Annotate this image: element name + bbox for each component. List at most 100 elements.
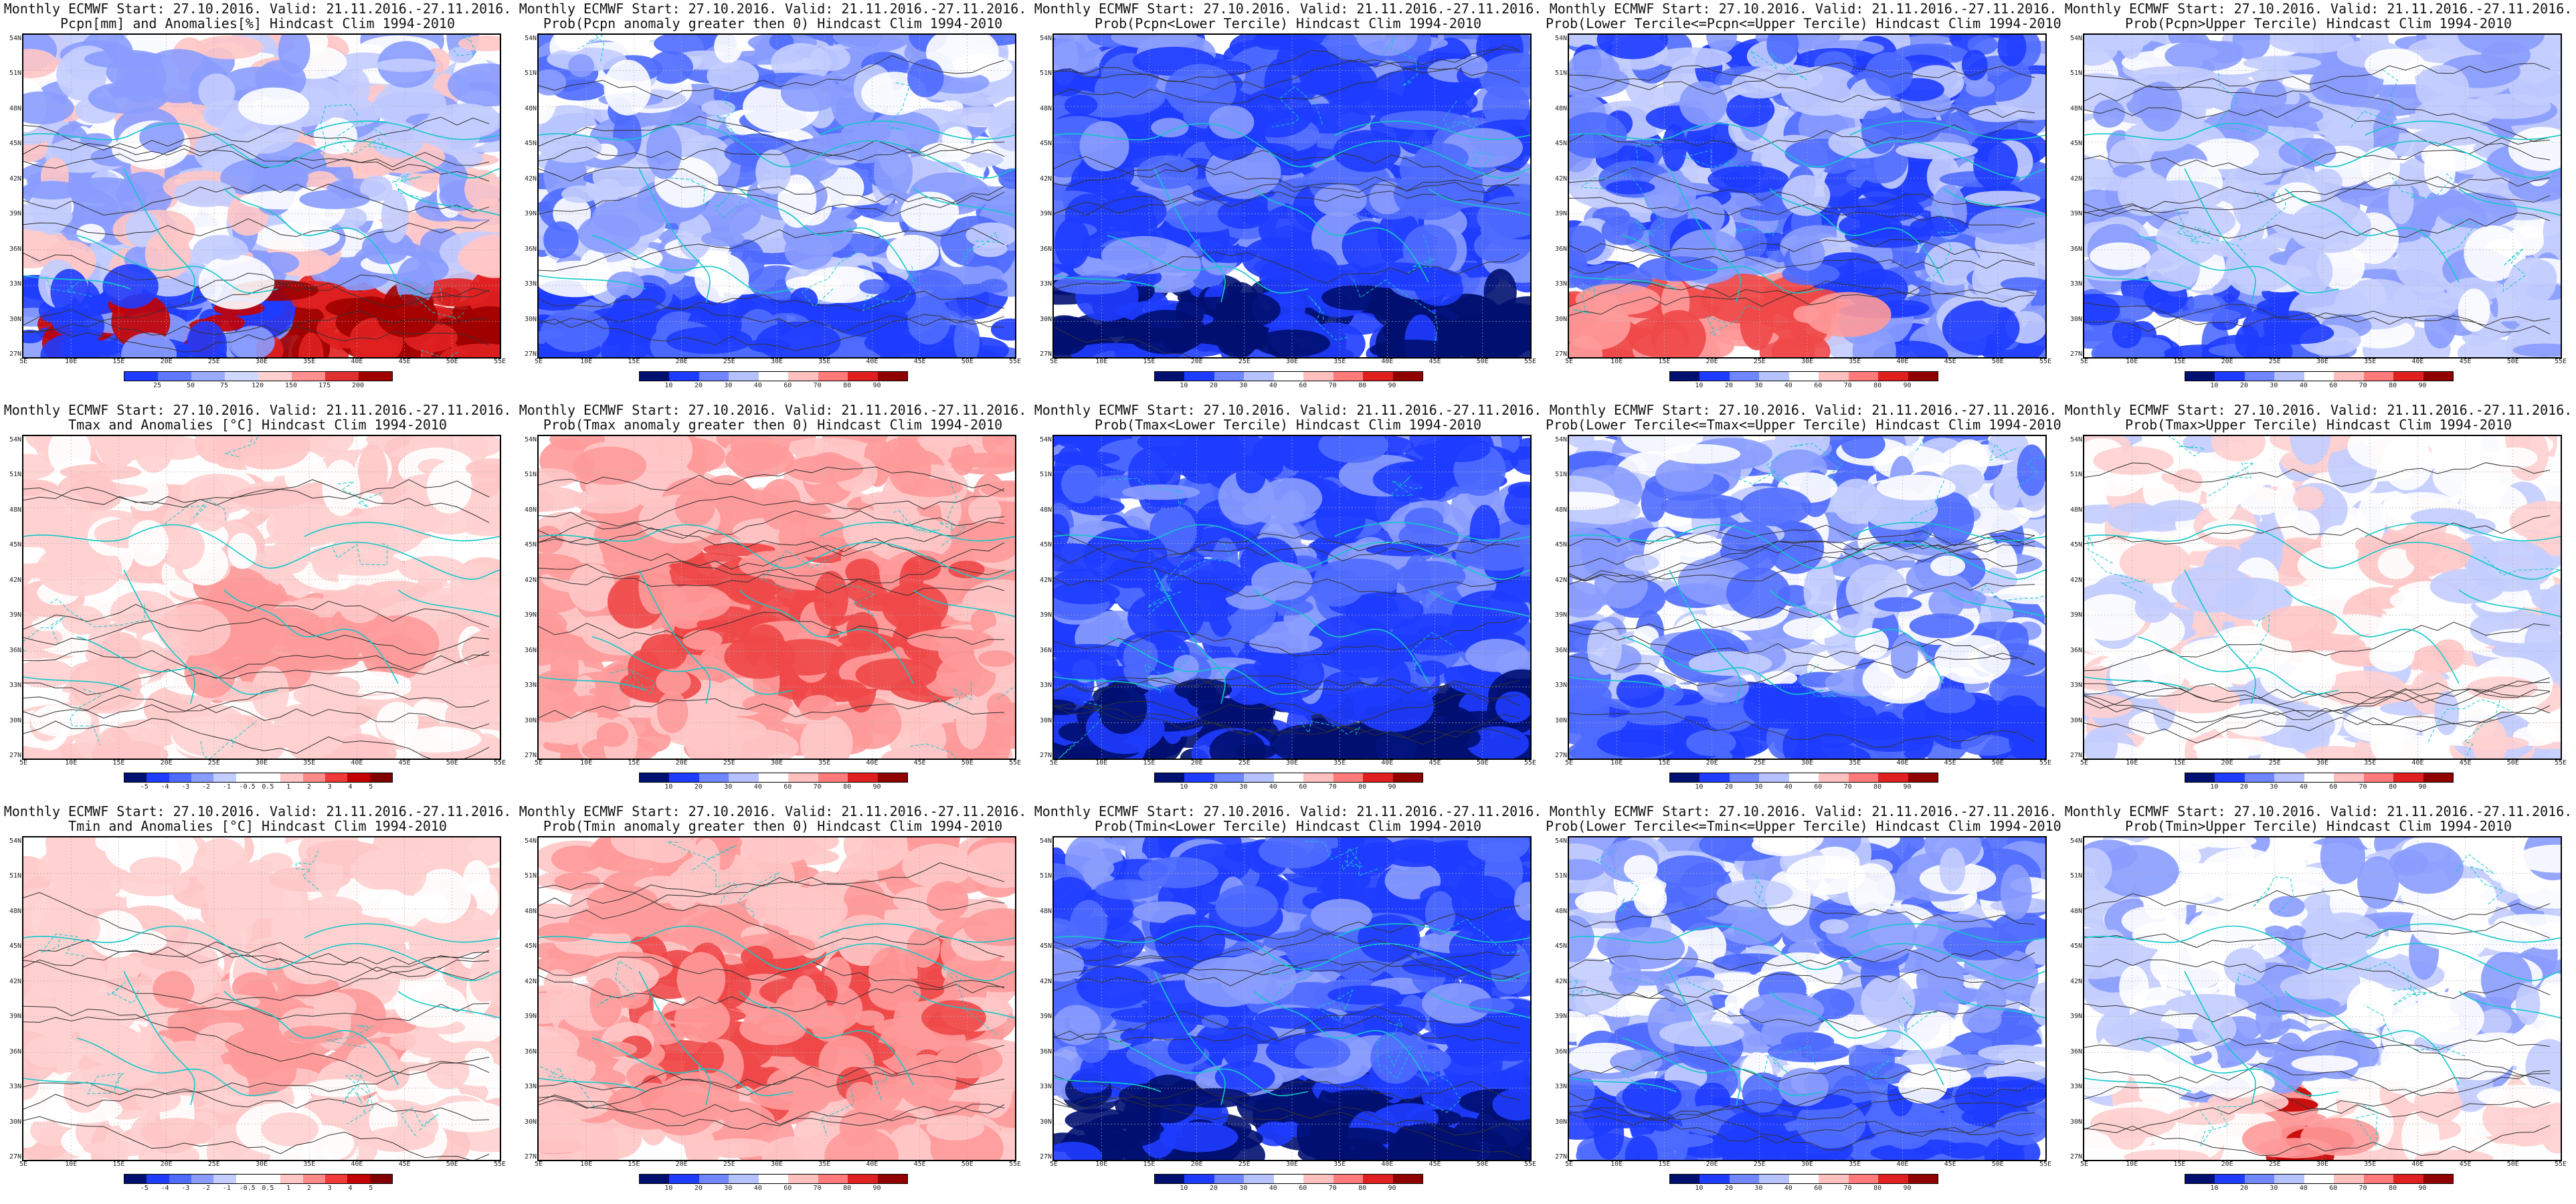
map-panel: Monthly ECMWF Start: 27.10.2016. Valid: … xyxy=(2061,803,2576,1204)
lon-tick-label: 40E xyxy=(2411,358,2424,365)
lon-tick-label: 45E xyxy=(1944,759,1956,767)
lon-tick-label: 35E xyxy=(2364,358,2377,365)
colorbar-tick-label: 60 xyxy=(1814,783,1823,791)
colorbar-segment xyxy=(2244,372,2275,381)
lon-tick-label: 40E xyxy=(2411,759,2424,767)
lat-tick-label: 45N xyxy=(1039,140,1052,148)
colorbar-segment xyxy=(877,1175,907,1183)
colorbar-tick-label: -4 xyxy=(161,1185,169,1192)
lat-tick-label: 33N xyxy=(1554,280,1567,288)
map-panel: Monthly ECMWF Start: 27.10.2016. Valid: … xyxy=(515,0,1030,401)
lon-tick-label: 35E xyxy=(1849,759,1861,767)
map-frame xyxy=(1052,435,1532,760)
colorbar-tick-label: 30 xyxy=(724,783,733,791)
lat-tick-label: 33N xyxy=(9,280,21,288)
colorbar-tick-label: 30 xyxy=(1754,1185,1763,1192)
colorbar-tick-label: 70 xyxy=(813,382,822,389)
colorbar-tick-label: 40 xyxy=(1784,1185,1792,1192)
colorbar-tick-label: 20 xyxy=(694,1185,703,1192)
lat-tick-label: 33N xyxy=(1039,280,1052,288)
lon-tick-label: 35E xyxy=(818,1161,831,1168)
lat-tick-label: 27N xyxy=(524,1153,537,1161)
colorbar-segment xyxy=(1392,1175,1422,1183)
panel-title: Prob(Tmin>Upper Tercile) Hindcast Clim 1… xyxy=(2125,818,2512,834)
panel-title: Prob(Pcpn>Upper Tercile) Hindcast Clim 1… xyxy=(2125,15,2512,31)
lat-tick-label: 27N xyxy=(2069,1153,2082,1161)
colorbar-tick-label: 10 xyxy=(664,783,673,791)
map-panel: Monthly ECMWF Start: 27.10.2016. Valid: … xyxy=(1030,0,1546,401)
colorbar-segment xyxy=(848,1175,878,1183)
colorbar-segment xyxy=(2363,1175,2394,1183)
colorbar-tick-label: 4 xyxy=(348,783,353,791)
colorbar-segment xyxy=(788,372,818,381)
map-frame xyxy=(1052,836,1532,1161)
colorbar-tick-label: 80 xyxy=(843,783,852,791)
colorbar-tick-label: 90 xyxy=(872,1185,881,1192)
panel-title: Prob(Tmax>Upper Tercile) Hindcast Clim 1… xyxy=(2125,417,2512,433)
lat-tick-label: 42N xyxy=(1554,977,1567,985)
lat-tick-label: 33N xyxy=(9,1083,21,1091)
colorbar-tick-label: 90 xyxy=(872,382,881,389)
map-panel: Monthly ECMWF Start: 27.10.2016. Valid: … xyxy=(515,803,1030,1204)
lon-tick-label: 30E xyxy=(1801,759,1814,767)
lon-tick-label: 10E xyxy=(1095,358,1108,365)
lon-tick-label: 30E xyxy=(770,358,784,365)
colorbar-segment xyxy=(169,1175,191,1183)
colorbar-tick-label: 80 xyxy=(1358,783,1367,791)
lon-tick-label: 50E xyxy=(2506,759,2519,767)
colorbar-tick-label: 80 xyxy=(1358,1185,1367,1192)
lat-tick-label: 30N xyxy=(1554,315,1567,323)
lon-tick-label: 20E xyxy=(160,759,173,767)
lat-tick-label: 51N xyxy=(1554,872,1567,880)
lat-tick-label: 30N xyxy=(524,1118,537,1126)
lat-tick-label: 54N xyxy=(2069,436,2082,443)
lon-tick-label: 45E xyxy=(1429,358,1441,365)
lon-tick-label: 50E xyxy=(1991,1161,2004,1168)
lat-tick-label: 30N xyxy=(2069,1118,2082,1126)
colorbar-tick-label: 60 xyxy=(1814,1185,1823,1192)
colorbar-segment xyxy=(147,773,169,782)
colorbar-segment xyxy=(1878,1175,1908,1183)
lat-tick-label: 42N xyxy=(1554,576,1567,584)
lon-tick-label: 5E xyxy=(1049,358,1059,365)
colorbar-segment xyxy=(1363,773,1393,782)
lat-tick-label: 42N xyxy=(524,576,537,584)
lon-tick-label: 15E xyxy=(2173,358,2186,365)
lat-tick-label: 39N xyxy=(1554,611,1567,619)
lat-tick-label: 45N xyxy=(1039,942,1052,950)
lat-tick-label: 54N xyxy=(1554,837,1567,845)
colorbar-tick-label: 30 xyxy=(2270,783,2278,791)
colorbar-segment xyxy=(258,372,292,381)
panel-header: Monthly ECMWF Start: 27.10.2016. Valid: … xyxy=(1034,1,1542,17)
panel-title: Prob(Tmax<Lower Tercile) Hindcast Clim 1… xyxy=(1095,417,1481,433)
lon-tick-label: 5E xyxy=(2080,759,2089,767)
map-panel: Monthly ECMWF Start: 27.10.2016. Valid: … xyxy=(0,401,515,803)
lon-tick-label: 40E xyxy=(866,358,879,365)
lon-tick-label: 10E xyxy=(580,358,593,365)
colorbar-tick-label: 70 xyxy=(813,783,822,791)
lat-tick-label: 27N xyxy=(9,350,21,358)
lat-tick-label: 54N xyxy=(1554,35,1567,42)
lon-tick-label: 30E xyxy=(1801,358,1814,365)
colorbar-segment xyxy=(1670,372,1700,381)
colorbar-segment xyxy=(191,773,214,782)
lon-tick-label: 40E xyxy=(1381,358,1394,365)
colorbar-tick-label: 80 xyxy=(1358,382,1367,389)
lat-tick-label: 39N xyxy=(9,210,21,218)
lon-tick-label: 5E xyxy=(1564,1161,1574,1168)
lon-tick-label: 25E xyxy=(1753,759,1766,767)
colorbar-segment xyxy=(699,1175,729,1183)
lat-tick-label: 39N xyxy=(2069,210,2082,218)
colorbar-tick-label: 175 xyxy=(318,382,331,389)
colorbar-segment xyxy=(1363,1175,1393,1183)
lon-tick-label: 5E xyxy=(534,1161,543,1168)
lat-tick-label: 33N xyxy=(1039,1083,1052,1091)
colorbar-tick-label: 60 xyxy=(1299,382,1307,389)
map-panel: Monthly ECMWF Start: 27.10.2016. Valid: … xyxy=(1546,803,2061,1204)
lon-tick-label: 55E xyxy=(1524,759,1537,767)
lat-tick-label: 27N xyxy=(2069,350,2082,358)
panel-header: Monthly ECMWF Start: 27.10.2016. Valid: … xyxy=(519,803,1027,819)
map-panel: Monthly ECMWF Start: 27.10.2016. Valid: … xyxy=(1030,401,1546,803)
lat-tick-label: 39N xyxy=(1554,1013,1567,1021)
lat-tick-label: 45N xyxy=(2069,942,2082,950)
